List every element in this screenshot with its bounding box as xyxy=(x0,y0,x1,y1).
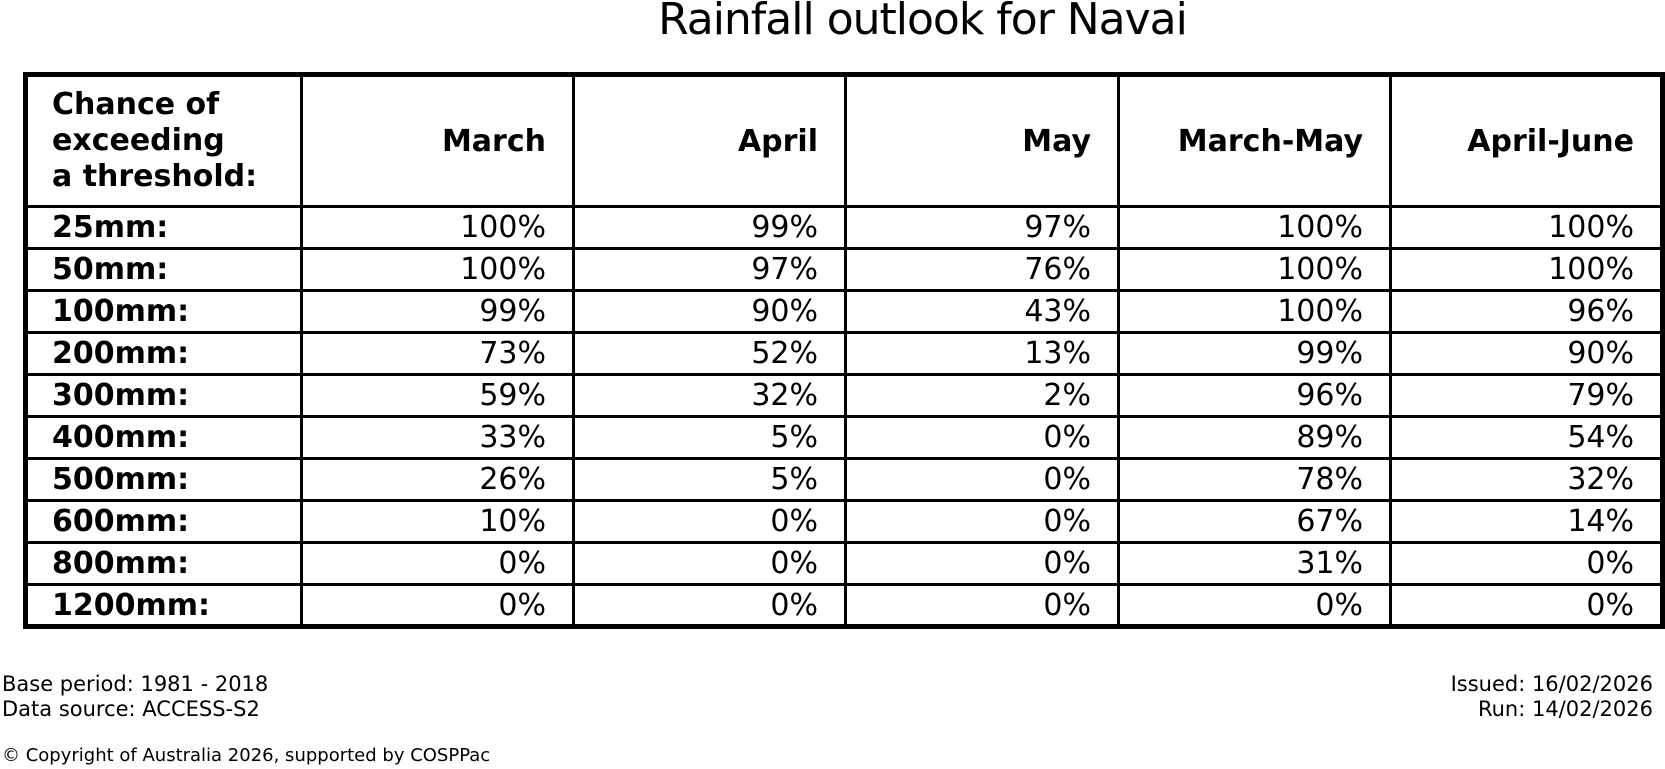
probability-value: 99% xyxy=(1117,331,1392,376)
probability-value: 32% xyxy=(572,373,847,418)
threshold-label: 800mm: xyxy=(24,541,303,586)
probability-value: 100% xyxy=(300,247,575,292)
corner-header-line: exceeding xyxy=(52,123,225,158)
probability-value: 99% xyxy=(572,205,847,250)
probability-value: 90% xyxy=(572,289,847,334)
table-row: 500mm: 26% 5% 0% 78% 32% xyxy=(24,457,1664,502)
threshold-label: 500mm: xyxy=(24,457,303,502)
probability-value: 73% xyxy=(300,331,575,376)
corner-header: Chance of exceeding a threshold: xyxy=(24,73,303,208)
probability-value: 0% xyxy=(1389,583,1664,628)
probability-value: 31% xyxy=(1117,541,1392,586)
data-source-text: Data source: ACCESS-S2 xyxy=(2,697,260,721)
probability-value: 5% xyxy=(572,457,847,502)
probability-value: 100% xyxy=(1389,205,1664,250)
probability-value: 33% xyxy=(300,415,575,460)
column-header-march-may: March-May xyxy=(1117,73,1392,208)
probability-value: 96% xyxy=(1389,289,1664,334)
probability-value: 97% xyxy=(572,247,847,292)
corner-header-line: a threshold: xyxy=(52,159,258,194)
probability-value: 26% xyxy=(300,457,575,502)
column-header-may: May xyxy=(844,73,1120,208)
probability-value: 96% xyxy=(1117,373,1392,418)
probability-value: 5% xyxy=(572,415,847,460)
footer-left-block: Base period: 1981 - 2018 Data source: AC… xyxy=(2,672,268,722)
probability-value: 100% xyxy=(300,205,575,250)
probability-value: 0% xyxy=(844,583,1120,628)
probability-value: 0% xyxy=(572,583,847,628)
table-row: 25mm: 100% 99% 97% 100% 100% xyxy=(24,205,1664,250)
probability-value: 67% xyxy=(1117,499,1392,544)
column-header-april: April xyxy=(572,73,847,208)
threshold-label: 300mm: xyxy=(24,373,303,418)
rainfall-outlook-table: Chance of exceeding a threshold: March A… xyxy=(23,72,1665,629)
probability-value: 0% xyxy=(844,457,1120,502)
probability-value: 0% xyxy=(844,415,1120,460)
probability-value: 32% xyxy=(1389,457,1664,502)
probability-value: 14% xyxy=(1389,499,1664,544)
probability-value: 90% xyxy=(1389,331,1664,376)
threshold-label: 600mm: xyxy=(24,499,303,544)
issued-date-text: Issued: 16/02/2026 xyxy=(1450,672,1653,696)
copyright-text: © Copyright of Australia 2026, supported… xyxy=(2,745,491,766)
threshold-label: 25mm: xyxy=(24,205,303,250)
column-header-march: March xyxy=(300,73,575,208)
probability-value: 100% xyxy=(1117,247,1392,292)
probability-value: 78% xyxy=(1117,457,1392,502)
table-row: 800mm: 0% 0% 0% 31% 0% xyxy=(24,541,1664,586)
footer-right-block: Issued: 16/02/2026 Run: 14/02/2026 xyxy=(1451,672,1653,722)
table-row: 100mm: 99% 90% 43% 100% 96% xyxy=(24,289,1664,334)
probability-value: 0% xyxy=(300,541,575,586)
corner-header-line: Chance of xyxy=(52,87,220,122)
table-header-row: Chance of exceeding a threshold: March A… xyxy=(24,73,1664,208)
probability-value: 13% xyxy=(844,331,1120,376)
threshold-label: 100mm: xyxy=(24,289,303,334)
page-title: Rainfall outlook for Navai xyxy=(658,0,1188,45)
table-row: 50mm: 100% 97% 76% 100% 100% xyxy=(24,247,1664,292)
probability-value: 52% xyxy=(572,331,847,376)
probability-value: 89% xyxy=(1117,415,1392,460)
probability-value: 0% xyxy=(300,583,575,628)
probability-value: 100% xyxy=(1117,205,1392,250)
threshold-label: 400mm: xyxy=(24,415,303,460)
table-row: 300mm: 59% 32% 2% 96% 79% xyxy=(24,373,1664,418)
probability-value: 59% xyxy=(300,373,575,418)
probability-value: 97% xyxy=(844,205,1120,250)
probability-value: 99% xyxy=(300,289,575,334)
table-body: 25mm: 100% 99% 97% 100% 100% 50mm: 100% 97% 76% 10… xyxy=(24,205,1664,628)
probability-value: 100% xyxy=(1389,247,1664,292)
table-row: 200mm: 73% 52% 13% 99% 90% xyxy=(24,331,1664,376)
probability-value: 0% xyxy=(572,499,847,544)
probability-value: 54% xyxy=(1389,415,1664,460)
probability-value: 10% xyxy=(300,499,575,544)
table-row: 400mm: 33% 5% 0% 89% 54% xyxy=(24,415,1664,460)
probability-value: 0% xyxy=(572,541,847,586)
probability-value: 0% xyxy=(1117,583,1392,628)
probability-value: 43% xyxy=(844,289,1120,334)
threshold-label: 50mm: xyxy=(24,247,303,292)
probability-value: 0% xyxy=(844,541,1120,586)
probability-value: 2% xyxy=(844,373,1120,418)
threshold-label: 200mm: xyxy=(24,331,303,376)
threshold-label: 1200mm: xyxy=(24,583,303,628)
probability-value: 79% xyxy=(1389,373,1664,418)
run-date-text: Run: 14/02/2026 xyxy=(1477,697,1653,721)
probability-value: 76% xyxy=(844,247,1120,292)
table-row: 600mm: 10% 0% 0% 67% 14% xyxy=(24,499,1664,544)
probability-value: 0% xyxy=(1389,541,1664,586)
probability-value: 0% xyxy=(844,499,1120,544)
base-period-text: Base period: 1981 - 2018 xyxy=(2,672,269,696)
probability-value: 100% xyxy=(1117,289,1392,334)
column-header-april-june: April-June xyxy=(1389,73,1664,208)
table-row: 1200mm: 0% 0% 0% 0% 0% xyxy=(24,583,1664,628)
